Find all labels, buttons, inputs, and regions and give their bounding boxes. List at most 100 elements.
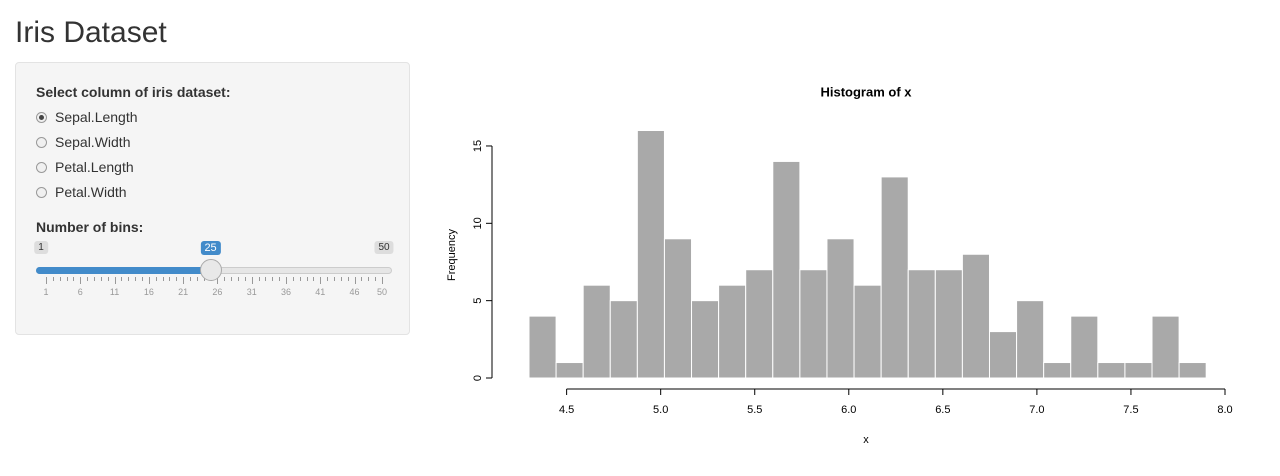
bar	[663, 238, 693, 379]
slider-tick-label: 41	[315, 287, 326, 297]
slider-minor-tick	[73, 277, 75, 281]
slider-minor-tick	[100, 277, 102, 281]
slider-tick-label: 31	[246, 287, 257, 297]
bar	[826, 238, 855, 379]
slider-minor-tick	[155, 277, 157, 281]
sidebar: Select column of iris dataset: Sepal.Len…	[15, 62, 410, 335]
slider-minor-tick	[135, 277, 137, 281]
slider-tick-label: 36	[280, 287, 292, 297]
bar	[555, 362, 584, 379]
bar	[799, 269, 828, 379]
x-tick-label: 7.0	[1029, 404, 1044, 416]
slider-minor-tick	[66, 277, 68, 281]
bar	[1016, 300, 1045, 379]
radio[interactable]: Sepal.Width	[36, 134, 130, 150]
slider-minor-tick	[59, 277, 61, 281]
slider-minor-tick	[258, 277, 260, 281]
slider-value: 25	[200, 241, 221, 255]
bar	[1124, 362, 1153, 379]
radio-label[interactable]: Sepal.Length	[55, 109, 138, 125]
slider-minor-tick	[347, 277, 349, 281]
bar	[1151, 315, 1180, 379]
x-tick-label: 5.0	[653, 404, 668, 416]
bar	[609, 300, 638, 379]
y-tick-label: 5	[472, 298, 484, 304]
x-tick-label: 8.0	[1217, 404, 1232, 416]
bar	[934, 269, 963, 379]
slider-handle[interactable]	[199, 259, 222, 281]
slider-minor-tick	[265, 277, 267, 281]
slider-minor-tick	[375, 277, 377, 281]
bar	[1178, 362, 1207, 379]
x-tick-label: 4.5	[559, 404, 574, 416]
bar	[528, 315, 557, 379]
radio[interactable]: Petal.Length	[36, 159, 134, 175]
slider-tick-label: 46	[349, 287, 360, 297]
slider-tick-label: 6	[77, 287, 83, 297]
bar	[718, 284, 747, 379]
x-tick-label: 6.5	[935, 404, 950, 416]
radio-label[interactable]: Petal.Width	[55, 184, 127, 200]
slider-fill	[36, 267, 211, 274]
slider-minor-tick	[238, 277, 239, 281]
slider-minor-tick	[299, 277, 301, 281]
slider-minor-tick	[361, 277, 363, 281]
slider-minor-tick	[162, 277, 164, 281]
slider-minor-tick	[327, 277, 329, 281]
slider-minor-tick	[121, 277, 123, 281]
slider-minor-tick	[279, 277, 281, 281]
slider-minor-tick	[224, 277, 226, 281]
slider-tick	[46, 277, 47, 284]
x-axis-label: x	[863, 434, 869, 446]
slider-tick	[382, 277, 383, 284]
slider-tick	[286, 277, 287, 284]
slider-tick-label: 26	[212, 287, 223, 297]
slider-tick-label: 50	[376, 287, 388, 297]
radio[interactable]: Sepal.Length	[36, 109, 138, 125]
slider-tick	[148, 277, 150, 284]
slider-tick-label: 16	[143, 287, 154, 297]
slider-minor-tick	[176, 277, 178, 281]
slider-minor-tick	[169, 277, 171, 281]
slider-tick-label: 11	[109, 287, 120, 297]
slider-tick	[183, 277, 185, 284]
slider-minor-tick	[142, 277, 143, 281]
slider-tick-label: 21	[178, 287, 189, 297]
bar	[988, 331, 1018, 379]
bar	[880, 176, 909, 379]
bar	[582, 284, 611, 379]
slider-tick	[114, 277, 116, 284]
radio-label[interactable]: Sepal.Width	[55, 134, 131, 150]
radio-dot[interactable]	[36, 161, 47, 173]
slider-tick	[251, 277, 253, 284]
bar	[745, 269, 774, 379]
y-axis-label: Frequency	[446, 229, 458, 281]
bar	[1070, 315, 1099, 379]
radio-dot[interactable]	[36, 136, 47, 148]
slider-minor-tick	[368, 277, 370, 281]
slider-minor-tick	[52, 277, 54, 281]
slider-minor-tick	[231, 277, 233, 281]
bar	[853, 284, 882, 379]
slider-minor-tick	[272, 277, 274, 281]
y-tick-label: 15	[472, 140, 484, 152]
slider-minor-tick	[313, 277, 315, 281]
bins-label: Number of bins:	[36, 219, 144, 235]
slider-minor-tick	[128, 277, 130, 281]
radio[interactable]: Petal.Width	[36, 184, 127, 200]
slider-tick	[320, 277, 322, 284]
x-tick-label: 6.0	[841, 404, 856, 416]
slider-minor-tick	[340, 277, 342, 281]
slider-minor-tick	[306, 277, 308, 281]
slider-tick	[80, 277, 82, 284]
bar	[1097, 362, 1126, 379]
radio-dot[interactable]	[36, 111, 47, 123]
radio-dot[interactable]	[36, 186, 47, 198]
slider-max: 50	[374, 241, 394, 254]
y-tick-label: 10	[472, 217, 484, 229]
column-label: Select column of iris dataset:	[36, 84, 231, 100]
radio-label[interactable]: Petal.Length	[55, 159, 134, 175]
slider-minor-tick	[292, 277, 294, 281]
slider-minor-tick	[94, 277, 95, 281]
